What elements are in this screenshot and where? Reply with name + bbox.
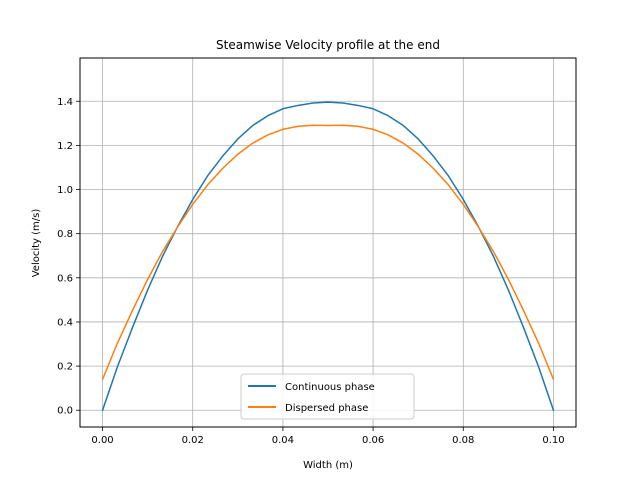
y-tick-label: 1.0 <box>57 185 73 196</box>
legend: Continuous phase Dispersed phase <box>240 373 415 420</box>
y-tick-label: 0.6 <box>57 273 73 284</box>
x-tick-label: 0.10 <box>542 435 564 446</box>
series-line-dispersed-phase <box>101 124 555 381</box>
y-tick-label: 1.4 <box>57 97 73 108</box>
x-tick-label: 0.00 <box>91 435 113 446</box>
y-tick-label: 1.2 <box>57 141 73 152</box>
x-axis-ticks: 0.00 0.02 0.04 0.06 0.08 0.10 <box>91 427 565 446</box>
x-tick-label: 0.02 <box>182 435 204 446</box>
legend-box <box>240 373 415 420</box>
series-line-continuous-phase <box>101 101 555 411</box>
x-axis-label: Width (m) <box>303 460 353 471</box>
y-tick-label: 0.4 <box>57 317 73 328</box>
series-lines <box>101 101 555 411</box>
y-axis-ticks: 0.0 0.2 0.4 0.6 0.8 1.0 1.2 1.4 <box>57 97 80 417</box>
x-tick-label: 0.04 <box>272 435 294 446</box>
y-axis-label: Velocity (m/s) <box>31 209 42 278</box>
plot-area-frame <box>79 57 577 428</box>
legend-label-dispersed: Dispersed phase <box>285 403 368 414</box>
y-tick-label: 0.8 <box>57 229 73 240</box>
chart-title: Steamwise Velocity profile at the end <box>216 38 440 52</box>
x-tick-label: 0.06 <box>362 435 384 446</box>
y-tick-label: 0.2 <box>57 362 73 373</box>
y-tick-label: 0.0 <box>57 406 73 417</box>
legend-label-continuous: Continuous phase <box>285 382 375 393</box>
grid <box>80 58 576 427</box>
x-tick-label: 0.08 <box>452 435 474 446</box>
